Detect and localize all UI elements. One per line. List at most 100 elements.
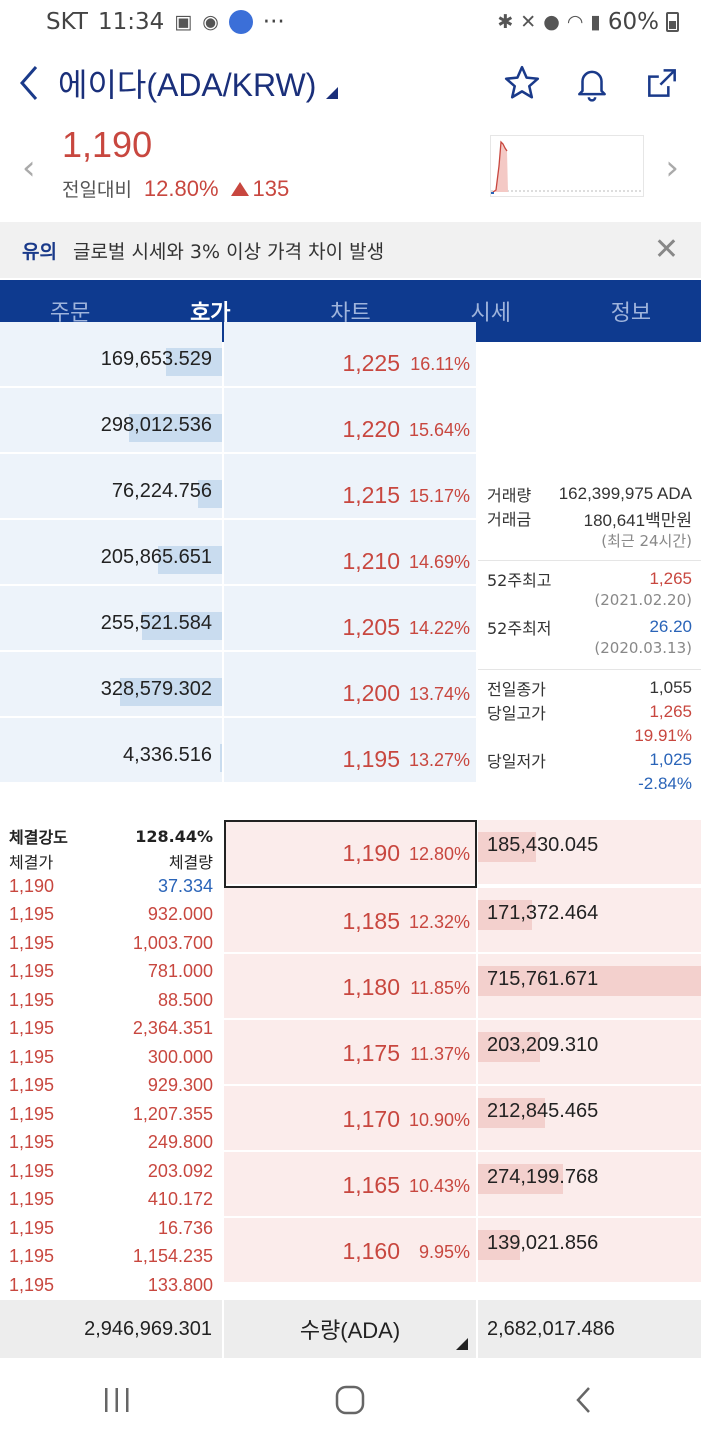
- alert-button[interactable]: [571, 62, 613, 104]
- bid-qty: 203,209.310: [487, 1034, 599, 1056]
- trade-row: 1,195 932.000: [0, 901, 222, 930]
- tab-chart-label: 차트: [330, 301, 371, 326]
- tab-chart[interactable]: 차트: [280, 280, 420, 342]
- orderbook-summary: 2,946,969.301 수량(ADA) 2,682,017.486: [0, 1300, 701, 1358]
- ask-row[interactable]: 205,865.651 1,210 14.69%: [0, 520, 476, 584]
- trade-row: 1,195 88.500: [0, 986, 222, 1015]
- share-icon: [648, 69, 676, 97]
- bid-price-cell: 1,185 12.32%: [224, 888, 476, 952]
- home-button[interactable]: [310, 1370, 390, 1430]
- ask-row[interactable]: 169,653.529 1,225 16.11%: [0, 322, 476, 386]
- trade-price: 1,195: [9, 1274, 55, 1295]
- tab-info[interactable]: 정보: [561, 280, 701, 342]
- up-triangle-icon: [230, 182, 249, 196]
- ask-price: 1,210: [342, 548, 400, 574]
- notice-text: 글로벌 시세와 3% 이상 가격 차이 발생: [72, 240, 385, 263]
- trade-volume-header: 체결량: [168, 853, 213, 872]
- trade-row: 1,195 203.092: [0, 1157, 222, 1186]
- bid-price: 1,160: [342, 1238, 400, 1264]
- chevron-left-icon: [20, 66, 38, 100]
- bid-volume-bar: [478, 1098, 545, 1128]
- bid-qty: 274,199.768: [487, 1166, 599, 1188]
- bid-price-cell: 1,160 9.95%: [224, 1218, 476, 1282]
- ask-pct: 13.74%: [408, 684, 470, 704]
- change-label: 전일대비: [62, 179, 132, 201]
- trade-row: 1,195 1,154.235: [0, 1243, 222, 1272]
- next-coin-button[interactable]: ›: [665, 148, 679, 188]
- mini-chart[interactable]: [490, 135, 644, 197]
- bid-row[interactable]: 1,175 11.37% 203,209.310: [224, 1020, 701, 1084]
- trade-row: 1,195 1,003.700: [0, 929, 222, 958]
- bid-qty-cell: 212,845.465: [478, 1086, 701, 1150]
- ask-total: 2,946,969.301: [0, 1300, 222, 1358]
- bid-qty: 139,021.856: [487, 1232, 599, 1254]
- system-navigation-bar: [0, 1360, 701, 1440]
- app-badge-icon: [228, 10, 253, 34]
- share-button[interactable]: [641, 62, 683, 104]
- ask-price-cell: 1,215 15.17%: [224, 454, 476, 518]
- tab-order[interactable]: 주문: [0, 280, 140, 342]
- tab-quotes[interactable]: 시세: [421, 280, 561, 342]
- back-button[interactable]: [0, 53, 58, 113]
- trade-volume: 1,154.235: [132, 1246, 213, 1267]
- trade-price: 1,195: [9, 1160, 55, 1181]
- ask-price-cell: 1,200 13.74%: [224, 652, 476, 716]
- bid-row[interactable]: 1,170 10.90% 212,845.465: [224, 1086, 701, 1150]
- bid-qty-cell: 139,021.856: [478, 1218, 701, 1282]
- bid-pct: 11.85%: [410, 978, 470, 998]
- trade-row: 1,195 300.000: [0, 1043, 222, 1072]
- trade-price: 1,195: [9, 1103, 55, 1124]
- tab-quotes-label: 시세: [470, 301, 511, 326]
- wifi-icon: ◠: [566, 11, 584, 33]
- back-arrow-icon: [576, 1387, 591, 1413]
- day-high-label: 당일고가: [487, 704, 546, 723]
- ask-price-cell: 1,205 14.22%: [224, 586, 476, 650]
- ask-pct: 16.11%: [410, 354, 470, 374]
- trade-row: 1,195 781.000: [0, 958, 222, 987]
- bid-row[interactable]: 1,160 9.95% 139,021.856: [224, 1218, 701, 1282]
- coin-title[interactable]: 에이다(ADA/KRW): [58, 67, 317, 103]
- ask-qty: 4,336.516: [123, 744, 212, 766]
- day-high-pct: 19.91%: [634, 726, 692, 745]
- bluetooth-icon: ✱: [497, 11, 514, 33]
- trade-price: 1,195: [9, 1217, 55, 1238]
- ask-price: 1,200: [342, 680, 400, 706]
- trade-volume: 1,003.700: [132, 932, 213, 953]
- ask-row[interactable]: 298,012.536 1,220 15.64%: [0, 388, 476, 452]
- trade-price: 1,195: [9, 1075, 55, 1096]
- coin-select-caret-icon[interactable]: [326, 87, 339, 99]
- bid-row[interactable]: 1,185 12.32% 171,372.464: [224, 888, 701, 952]
- amount-label: 거래금: [487, 510, 532, 529]
- clock: 11:34: [97, 9, 165, 35]
- trade-price: 1,195: [9, 961, 55, 982]
- trade-volume: 932.000: [147, 904, 213, 925]
- trade-volume: 16.736: [157, 1217, 213, 1238]
- trade-price: 1,195: [9, 904, 55, 925]
- ask-row[interactable]: 76,224.756 1,215 15.17%: [0, 454, 476, 518]
- close-icon[interactable]: ✕: [653, 232, 679, 267]
- trade-price: 1,195: [9, 1189, 55, 1210]
- ask-row[interactable]: 255,521.584 1,205 14.22%: [0, 586, 476, 650]
- divider: [478, 669, 701, 670]
- trade-row: 1,195 410.172: [0, 1186, 222, 1215]
- strength-label: 체결강도: [9, 828, 68, 847]
- trade-volume: 781.000: [147, 961, 213, 982]
- bid-qty: 715,761.671: [487, 968, 599, 990]
- bid-total: 2,682,017.486: [478, 1300, 701, 1358]
- mini-chart-line: [491, 140, 643, 194]
- favorite-button[interactable]: [501, 62, 543, 104]
- ask-pct: 15.17%: [408, 486, 470, 506]
- unit-selector[interactable]: 수량(ADA): [224, 1300, 476, 1358]
- system-back-button[interactable]: [544, 1370, 624, 1430]
- ask-row[interactable]: 4,336.516 1,195 13.27%: [0, 718, 476, 782]
- trade-price: 1,195: [9, 989, 55, 1010]
- bid-row[interactable]: 1,180 11.85% 715,761.671: [224, 954, 701, 1018]
- recent-apps-button[interactable]: [77, 1370, 157, 1430]
- ask-row[interactable]: 328,579.302 1,200 13.74%: [0, 652, 476, 716]
- prev-coin-button[interactable]: ‹: [22, 148, 36, 188]
- ask-qty-cell: 328,579.302: [0, 652, 222, 716]
- trade-history[interactable]: 체결강도 128.44% 체결가 체결량 1,190 37.334 1,195 932.…: [0, 822, 222, 1298]
- bid-row[interactable]: 1,190 12.80% 185,430.045: [224, 820, 701, 884]
- ask-volume-bar: [120, 678, 222, 706]
- bid-row[interactable]: 1,165 10.43% 274,199.768: [224, 1152, 701, 1216]
